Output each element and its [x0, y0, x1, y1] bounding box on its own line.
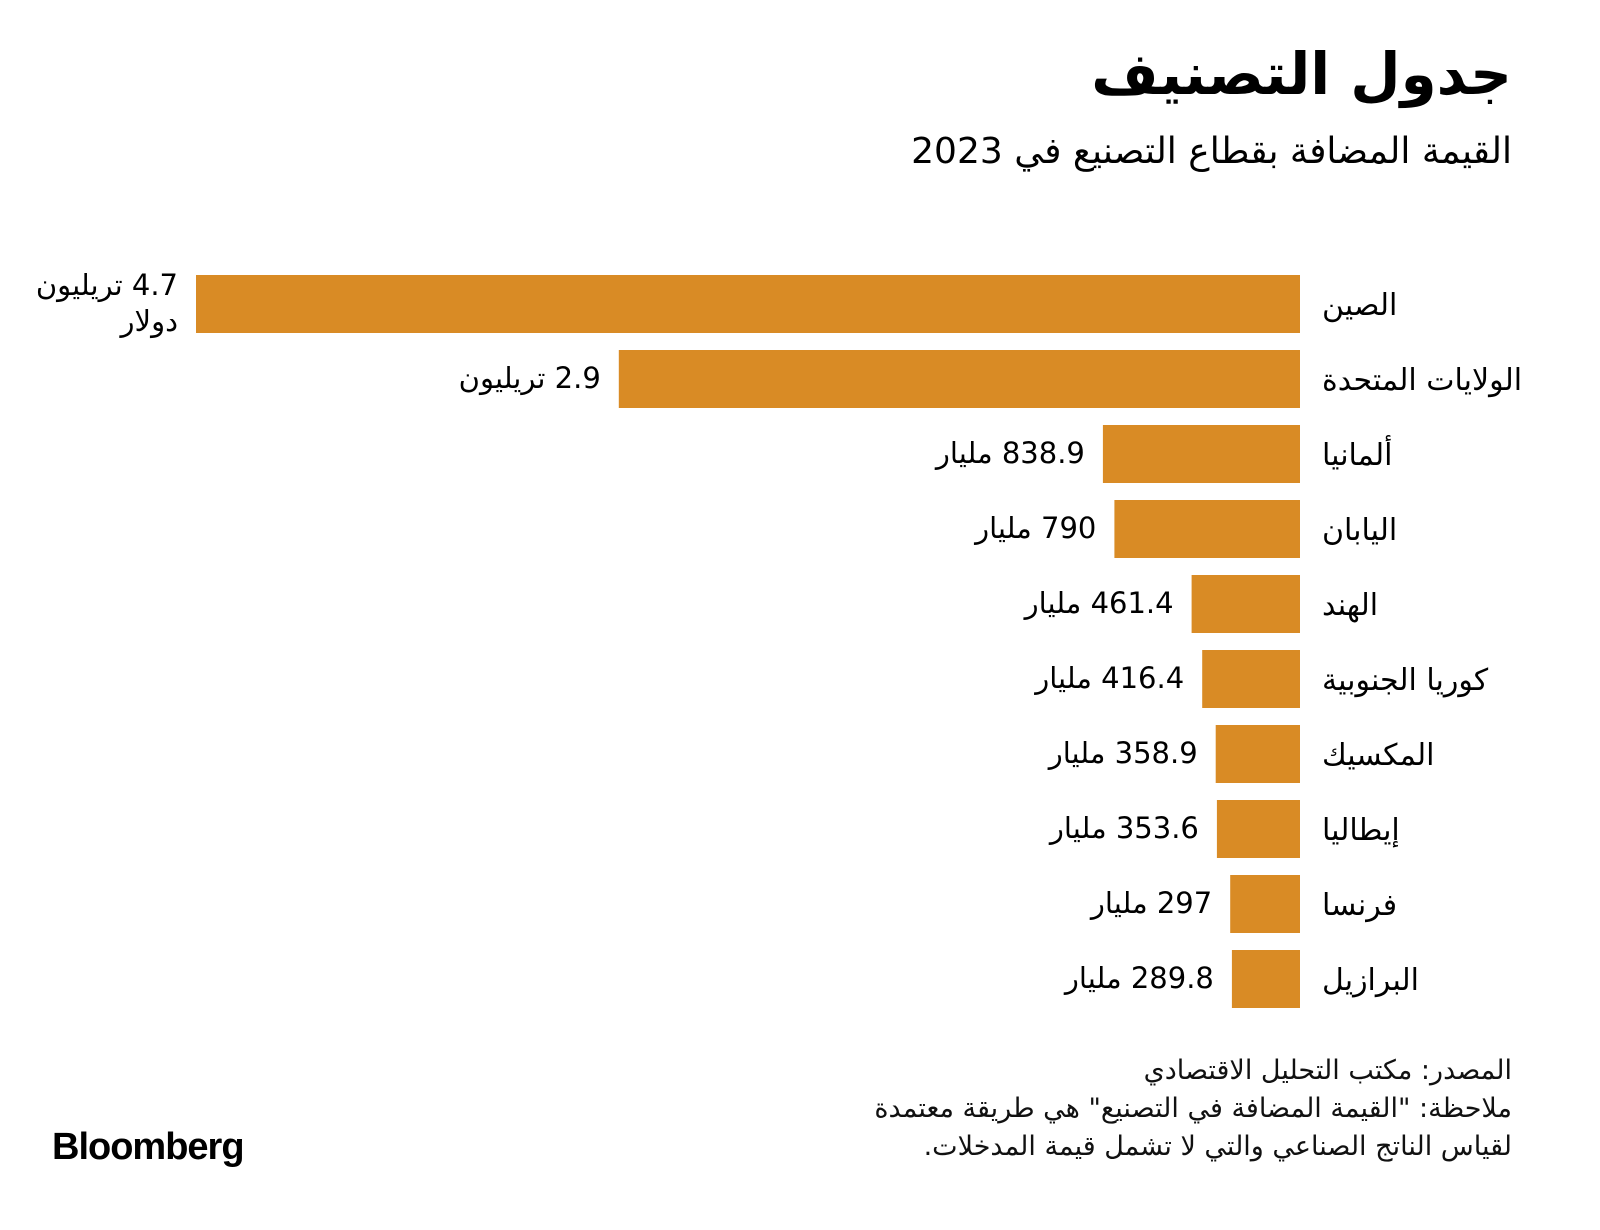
value-label: دولار [119, 304, 178, 338]
category-label: فرنسا [1322, 888, 1397, 923]
category-label: ألمانيا [1322, 434, 1393, 473]
category-label: الولايات المتحدة [1322, 363, 1522, 398]
value-label: 461.4 مليار [1023, 586, 1174, 620]
value-label: 353.6 مليار [1048, 811, 1199, 845]
category-label: الهند [1322, 588, 1378, 623]
bloomberg-logo: Bloomberg [52, 1126, 245, 1168]
value-label: 289.8 مليار [1063, 961, 1214, 995]
category-label: البرازيل [1322, 963, 1419, 998]
value-label: 358.9 مليار [1047, 736, 1198, 770]
bar [1216, 800, 1300, 858]
bar [618, 350, 1300, 408]
bar [1191, 575, 1300, 633]
bar [196, 275, 1300, 333]
bar [1114, 500, 1300, 558]
category-label: إيطاليا [1322, 813, 1400, 848]
category-label: الصين [1322, 288, 1397, 323]
bar [1230, 875, 1300, 933]
value-label: 838.9 مليار [934, 436, 1085, 470]
category-label: المكسيك [1322, 738, 1435, 773]
source-note: المصدر: مكتب التحليل الاقتصادي [1143, 1055, 1512, 1086]
bar [1202, 650, 1300, 708]
chart-title: جدول التصنيف [1091, 40, 1512, 108]
bar [1215, 725, 1300, 783]
bar [1231, 950, 1300, 1008]
value-label: 790 مليار [973, 511, 1096, 545]
value-label: 4.7 تريليون [36, 268, 178, 302]
chart-subtitle: القيمة المضافة بقطاع التصنيع في 2023 [911, 131, 1512, 172]
category-label: اليابان [1322, 513, 1397, 548]
bar [1102, 425, 1300, 483]
chart-footer: المصدر: مكتب التحليل الاقتصادي ملاحظة: "… [874, 1052, 1512, 1166]
value-label: 2.9 تريليون [459, 361, 601, 395]
category-label: كوريا الجنوبية [1322, 663, 1489, 698]
note-line-2: لقياس الناتج الصناعي والتي لا تشمل قيمة … [923, 1131, 1512, 1162]
value-label: 297 مليار [1089, 886, 1212, 920]
note-line-1: ملاحظة: "القيمة المضافة في التصنيع" هي ط… [874, 1093, 1512, 1124]
value-label: 416.4 مليار [1033, 661, 1184, 695]
